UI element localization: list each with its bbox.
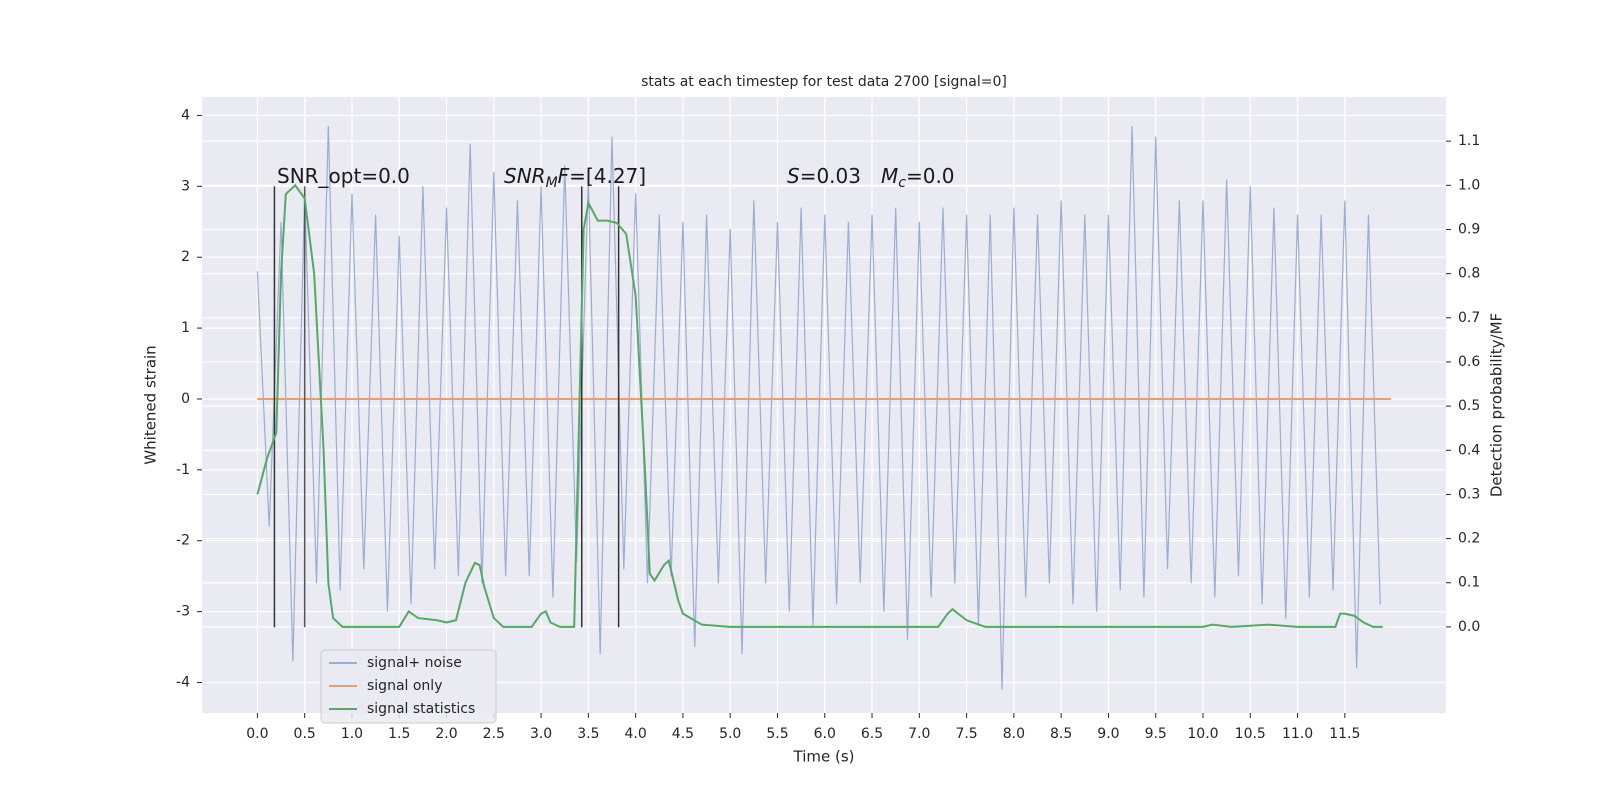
annotation-part: SNR [504,164,546,188]
y2-tick-label: 1.1 [1458,133,1480,149]
series-line [256,126,1381,690]
legend-label: signal statistics [367,701,475,717]
x-tick-label: 11.0 [1282,726,1313,742]
y-tick-label: -2 [176,533,190,549]
y-tick-label: -4 [176,675,190,691]
y-tick-label: 1 [181,320,190,336]
y2-tick-label: 0.9 [1458,221,1480,237]
x-tick-label: 5.5 [766,726,788,742]
x-tick-label: 6.0 [814,726,836,742]
x-tick-label: 9.5 [1145,726,1167,742]
x-tick-label: 4.5 [672,726,694,742]
y2-tick-label: 0.3 [1458,486,1480,502]
y2-tick-label: 0.8 [1458,266,1480,282]
y2-tick-label: 0.0 [1458,619,1480,635]
x-tick-label: 0.0 [246,726,268,742]
y2-axis-label: Detection probability/MF [1488,313,1506,497]
x-tick-label: 8.5 [1050,726,1072,742]
y-tick-label: -1 [176,462,190,478]
annotation: Mc=0.0 [881,164,955,192]
y2-tick-label: 0.2 [1458,531,1480,547]
annotation: S=0.03 [787,164,861,188]
x-tick-label: 3.0 [530,726,552,742]
series-line [256,183,1383,628]
chart-title: stats at each timestep for test data 270… [641,74,1007,90]
annotation-part: F [558,164,570,188]
y-tick-label: 3 [181,178,190,194]
y2-tick-label: 0.4 [1458,442,1480,458]
x-tick-label: 1.0 [341,726,363,742]
x-tick-label: 4.0 [625,726,647,742]
annotation-part: M [881,164,898,188]
x-axis-label: Time (s) [793,748,855,766]
annotation-part: S [787,164,800,188]
x-tick-label: 2.5 [483,726,505,742]
x-tick-label: 2.0 [435,726,457,742]
x-tick-label: 5.0 [719,726,741,742]
legend-label: signal+ noise [367,655,462,671]
legend-label: signal only [367,678,442,694]
annotation-part: M [546,175,558,191]
x-tick-label: 8.0 [1003,726,1025,742]
x-tick-label: 6.5 [861,726,883,742]
y2-tick-label: 0.1 [1458,575,1480,591]
x-tick-label: 10.0 [1187,726,1218,742]
x-tick-label: 1.5 [388,726,410,742]
annotation-part: =0.03 [800,164,861,188]
y2-tick-label: 0.7 [1458,310,1480,326]
annotation-part: SNR_opt=0.0 [277,164,410,188]
x-tick-label: 0.5 [294,726,316,742]
y2-tick-label: 0.6 [1458,354,1480,370]
x-tick-label: 10.5 [1235,726,1266,742]
x-tick-label: 3.5 [577,726,599,742]
plot-area [202,97,1446,713]
y-tick-label: -3 [176,604,190,620]
x-tick-label: 11.5 [1329,726,1360,742]
legend-box [320,649,497,724]
x-tick-label: 7.0 [908,726,930,742]
y-axis-label: Whitened strain [142,345,160,464]
y2-tick-label: 1.0 [1458,177,1480,193]
annotation: SNRMF=[4.27] [504,164,646,192]
annotation-part: =[4.27] [569,164,646,188]
y-tick-label: 4 [181,107,190,123]
y-tick-label: 0 [181,391,190,407]
y2-tick-label: 0.5 [1458,398,1480,414]
annotation-part: =0.0 [906,164,955,188]
x-tick-label: 7.5 [955,726,977,742]
annotation: SNR_opt=0.0 [277,164,410,188]
y-tick-label: 2 [181,249,190,265]
annotation-part: c [898,175,906,191]
x-tick-label: 9.0 [1097,726,1119,742]
